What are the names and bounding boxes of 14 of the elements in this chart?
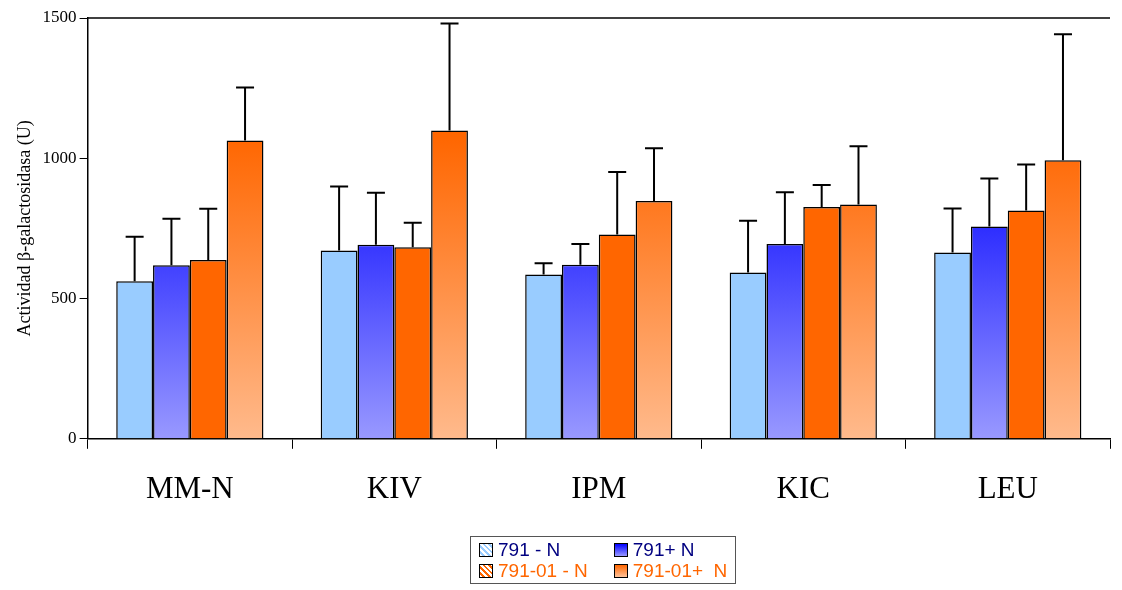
legend-label: 791 - N — [498, 539, 561, 560]
x-tick-label: IPM — [571, 469, 627, 505]
legend-label: 791-01+ N — [632, 560, 728, 581]
y-tick-label: 500 — [51, 288, 77, 307]
x-tick-label: KIV — [366, 469, 423, 505]
y-tick-label: 0 — [68, 428, 77, 448]
x-tick-label: MM-N — [145, 469, 234, 505]
y-tick-label: 1500 — [42, 7, 77, 27]
x-tick-label: KIC — [776, 469, 830, 505]
legend-label: 791+ N — [632, 539, 695, 560]
y-tick-label: 1000 — [42, 147, 77, 167]
legend-label: 791-01 - N — [498, 560, 588, 581]
x-tick-label: LEU — [977, 469, 1038, 505]
y-axis-title: Actividad β-galactosidasa (U) — [13, 120, 35, 337]
